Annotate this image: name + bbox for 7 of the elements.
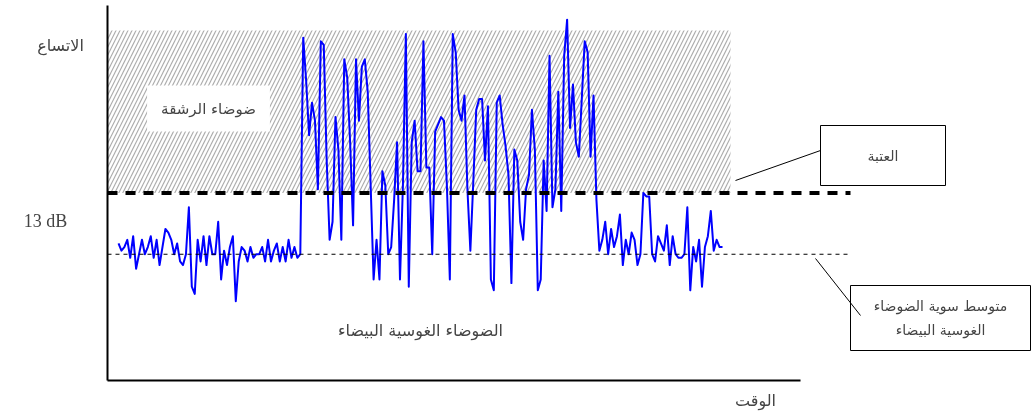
annotation: الضوضاء الغوسية البيضاء [338,321,503,341]
x-axis-title: الوقت [735,391,776,411]
ref-line-label: العتبة [867,147,899,164]
ref-line-label: متوسط سوية الضوضاء الغوسية البيضاء [873,298,1008,339]
text: 13 dB [23,210,68,231]
y-axis-title: الاتساع [37,36,84,56]
band-label: ضوضاء الرشقة [161,99,256,118]
